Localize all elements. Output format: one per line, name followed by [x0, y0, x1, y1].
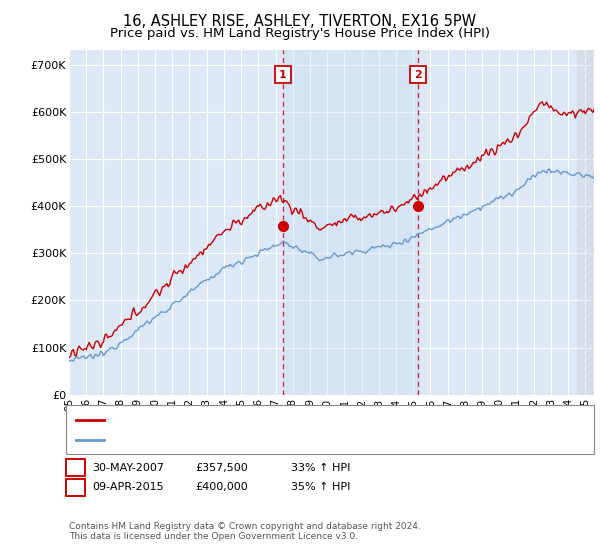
Text: 16, ASHLEY RISE, ASHLEY, TIVERTON, EX16 5PW: 16, ASHLEY RISE, ASHLEY, TIVERTON, EX16 … — [124, 14, 476, 29]
Text: 09-APR-2015: 09-APR-2015 — [92, 482, 163, 492]
Text: 2: 2 — [71, 482, 79, 492]
Text: £400,000: £400,000 — [195, 482, 248, 492]
Text: £357,500: £357,500 — [195, 463, 248, 473]
Text: HPI: Average price, detached house, Mid Devon: HPI: Average price, detached house, Mid … — [109, 435, 369, 445]
Text: 16, ASHLEY RISE, ASHLEY, TIVERTON, EX16 5PW (detached house): 16, ASHLEY RISE, ASHLEY, TIVERTON, EX16 … — [109, 415, 473, 424]
Text: 33% ↑ HPI: 33% ↑ HPI — [291, 463, 350, 473]
Bar — [577, 50, 594, 395]
Text: 30-MAY-2007: 30-MAY-2007 — [92, 463, 164, 473]
Text: Contains HM Land Registry data © Crown copyright and database right 2024.
This d: Contains HM Land Registry data © Crown c… — [69, 522, 421, 542]
Text: 2: 2 — [414, 69, 422, 80]
Text: 1: 1 — [71, 463, 79, 473]
Text: 35% ↑ HPI: 35% ↑ HPI — [291, 482, 350, 492]
Bar — [283, 50, 418, 395]
Text: Price paid vs. HM Land Registry's House Price Index (HPI): Price paid vs. HM Land Registry's House … — [110, 27, 490, 40]
Text: 1: 1 — [279, 69, 287, 80]
